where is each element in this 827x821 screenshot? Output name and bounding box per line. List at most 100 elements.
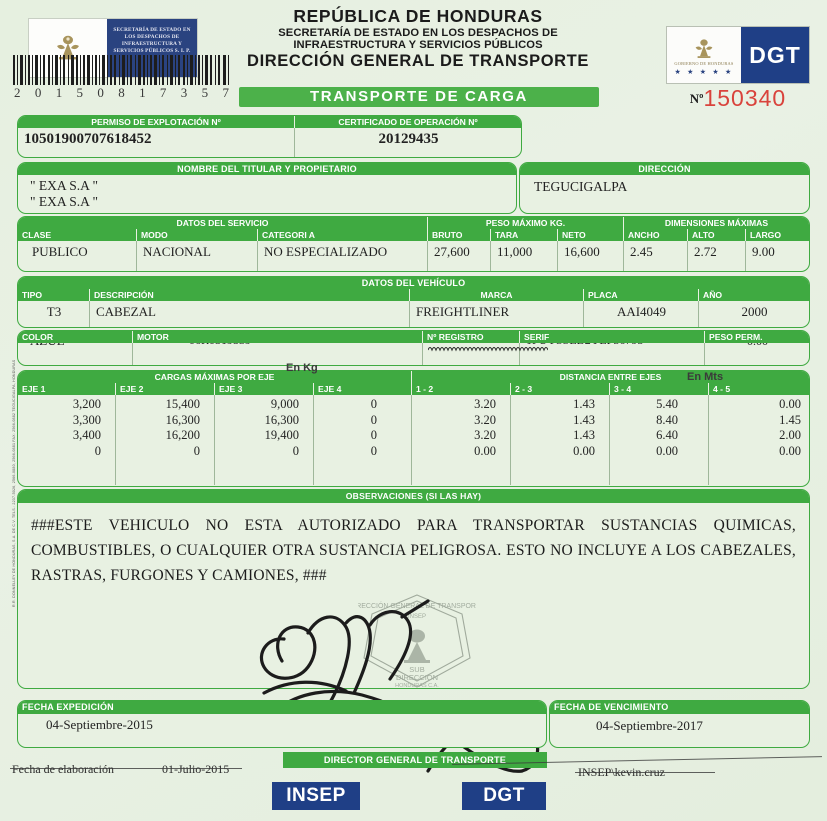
header-dist-1-2: 1 - 2 [412, 383, 511, 395]
gobierno-emblem: GOBIERNO DE HONDURAS ★ ★ ★ ★ ★ [667, 27, 741, 83]
header-bruto: BRUTO [428, 229, 491, 241]
cell: 0 [370, 443, 377, 458]
cell: 0 [370, 412, 377, 427]
value-motor: 06R0519539 [189, 343, 251, 348]
header-modo: MODO [137, 229, 258, 241]
cell: 0.00 [779, 397, 801, 411]
title-line-4: DIRECCIÓN GENERAL DE TRANSPORTE [247, 52, 589, 70]
fecha-elaboracion-label: Fecha de elaboración [12, 762, 114, 776]
value-ancho: 2.45 [630, 244, 653, 259]
certificado-label: CERTIFICADO DE OPERACIÓN Nº [295, 116, 521, 128]
stars-icon: ★ ★ ★ ★ ★ [674, 68, 734, 76]
permiso-headers: PERMISO DE EXPLOTACIÓN Nº CERTIFICADO DE… [18, 116, 521, 128]
column-dist-1-2: 3.20 3.20 3.20 0.00 [412, 395, 511, 485]
header-categoria: CATEGORI A [258, 229, 428, 241]
cell: 6.40 [656, 428, 678, 442]
value-ano: 2000 [741, 304, 768, 319]
direccion-value: TEGUCIGALPA [534, 179, 628, 194]
transporte-de-carga-banner: TRANSPORTE DE CARGA [239, 87, 599, 107]
cell: 8.40 [656, 412, 678, 427]
document-number: Nº150340 [666, 85, 810, 112]
header-tipo: TIPO [18, 289, 90, 301]
value-tipo: T3 [46, 304, 62, 319]
header-dist-2-3: 2 - 3 [511, 383, 610, 395]
cell: 0.00 [779, 443, 801, 458]
dimensiones-title: DIMENSIONES MÁXIMAS [624, 217, 809, 229]
cargas-panel: CARGAS MÁXIMAS POR EJE DISTANCIA ENTRE E… [17, 370, 810, 487]
title-line-1: REPÚBLICA DE HONDURAS [293, 6, 543, 26]
cell: 1.43 [573, 412, 595, 427]
svg-text:HONDURAS C.A.: HONDURAS C.A. [395, 683, 439, 689]
page-title: REPÚBLICA DE HONDURAS SECRETARÍA DE ESTA… [218, 6, 618, 71]
servicio-title: DATOS DEL SERVICIO [18, 217, 428, 229]
cargas-col-headers: EJE 1 EJE 2 EJE 3 EJE 4 1 - 2 2 - 3 3 - … [18, 383, 809, 395]
titular-panel: NOMBRE DEL TITULAR Y PROPIETARIO " EXA S… [17, 162, 517, 214]
unit-mts-label: En Mts [687, 371, 724, 383]
header-clase: CLASE [18, 229, 137, 241]
fecha-elaboracion: Fecha de elaboración 01-Julio-2015 [12, 762, 229, 777]
cell: 1.43 [573, 428, 595, 442]
value-placa: AAI4049 [616, 304, 667, 319]
svg-text:SUB: SUB [409, 665, 424, 674]
header-eje-3: EJE 3 [215, 383, 314, 395]
distancia-title: DISTANCIA ENTRE EJES [412, 371, 809, 383]
svg-text:DIRECCIÓN GENERAL DE TRANSPORT: DIRECCIÓN GENERAL DE TRANSPORTE [358, 601, 476, 610]
servicio-group-titles: DATOS DEL SERVICIO PESO MÁXIMO KG. DIMEN… [18, 217, 809, 229]
header-eje-1: EJE 1 [18, 383, 116, 395]
cell: 0.00 [474, 443, 496, 458]
value-clase: PUBLICO [32, 244, 88, 259]
header-eje-2: EJE 2 [116, 383, 215, 395]
barcode-digit: 1 [55, 85, 63, 100]
barcode-digit: 5 [76, 85, 84, 100]
cell: 0 [193, 443, 200, 458]
servicio-col-headers: CLASE MODO CATEGORI A BRUTO TARA NETO AN… [18, 229, 809, 241]
column-eje-1: 3,200 3,300 3,400 0 [18, 395, 116, 485]
value-marca: FREIGHTLINER [416, 304, 510, 319]
peso-title: PESO MÁXIMO KG. [428, 217, 624, 229]
direccion-panel: DIRECCIÓN TEGUCIGALPA [519, 162, 810, 214]
permiso-panel: PERMISO DE EXPLOTACIÓN Nº CERTIFICADO DE… [17, 115, 522, 158]
header-eje-4: EJE 4 [314, 383, 412, 395]
column-eje-3: 9,000 16,300 19,400 0 [215, 395, 314, 485]
honduras-crest-icon [29, 19, 107, 77]
director-general-label: DIRECTOR GENERAL DE TRANSPORTE [283, 752, 547, 768]
cargas-values: 3,200 3,300 3,400 0 15,400 16,300 16,200… [18, 395, 809, 485]
header-ano: AÑO [699, 289, 809, 301]
fecha-expedicion-panel: FECHA EXPEDICIÓN 04-Septiembre-2015 [17, 700, 547, 748]
header-peso-perm: PESO PERM. [705, 331, 809, 343]
barcode-digit: 8 [118, 85, 125, 100]
svg-text:DIRECCIÓN: DIRECCIÓN [396, 673, 438, 682]
fecha-expedicion-label: FECHA EXPEDICIÓN [18, 701, 546, 714]
cell: 0 [370, 428, 377, 442]
servicio-values: PUBLICO NACIONAL NO ESPECIALIZADO 27,600… [18, 241, 809, 271]
barcode-digit: 2 [14, 85, 21, 100]
value-categoria: NO ESPECIALIZADO [264, 244, 388, 259]
permiso-label: PERMISO DE EXPLOTACIÓN Nº [18, 116, 295, 128]
cell: 3.20 [474, 428, 496, 442]
value-color: AZUL [24, 343, 65, 349]
fecha-vencimiento-panel: FECHA DE VENCIMIENTO 04-Septiembre-2017 [549, 700, 810, 748]
crest-svg [57, 35, 79, 60]
numero-prefix: Nº [689, 91, 704, 106]
header-dist-3-4: 3 - 4 [610, 383, 709, 395]
vehiculo-col-headers-2: COLOR MOTOR Nº REGISTRO SERIF PESO PERM. [18, 331, 809, 343]
insep-logo: INSEP [272, 782, 360, 810]
official-stamp-icon: DIRECCIÓN GENERAL DE TRANSPORTE INSEP SU… [358, 594, 476, 689]
certificado-value: 20129435 [378, 131, 439, 147]
cell: 5.40 [656, 397, 678, 411]
value-descripcion: CABEZAL [96, 304, 156, 319]
observaciones-label: OBSERVACIONES (SI LAS HAY) [18, 490, 809, 503]
printer-credit-text: R.R. DONNELLEY DE HONDURAS, S.A. DE C.V.… [12, 359, 16, 607]
servicio-panel: DATOS DEL SERVICIO PESO MÁXIMO KG. DIMEN… [17, 216, 810, 272]
barcode-digits: 2 0 1 5 0 8 1 7 3 5 7 [14, 85, 229, 101]
header-largo: LARGO [746, 229, 809, 241]
cell: 0.00 [573, 443, 595, 458]
unit-kg-label: En Kg [286, 362, 318, 374]
cell: 3,200 [72, 397, 101, 411]
vehiculo-col-headers-1: TIPO DESCRIPCIÓN MARCA PLACA AÑO [18, 289, 809, 301]
cell: 0 [292, 443, 299, 458]
cell: 3,300 [72, 412, 101, 427]
value-bruto: 27,600 [434, 244, 470, 259]
column-dist-4-5: 0.00 1.45 2.00 0.00 [709, 395, 809, 485]
column-dist-2-3: 1.43 1.43 1.43 0.00 [511, 395, 610, 485]
